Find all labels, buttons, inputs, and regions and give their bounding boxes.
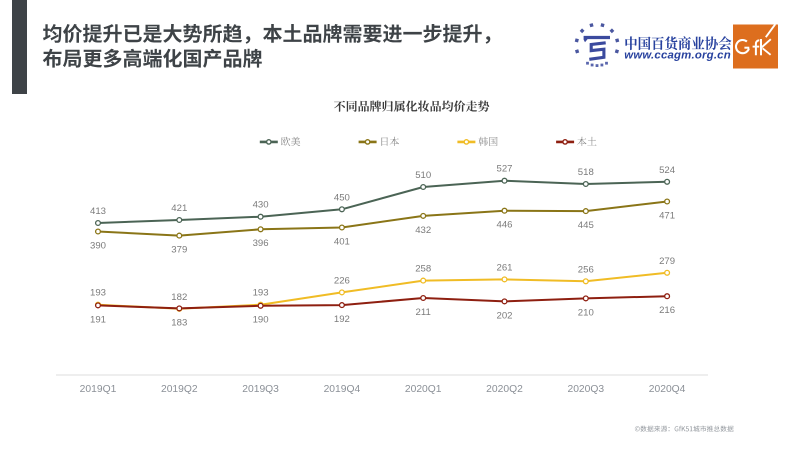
- svg-text:191: 191: [90, 314, 106, 325]
- svg-text:413: 413: [90, 206, 106, 217]
- svg-text:524: 524: [659, 165, 676, 176]
- svg-text:183: 183: [171, 317, 187, 328]
- svg-text:471: 471: [659, 210, 675, 221]
- svg-text:396: 396: [253, 238, 269, 249]
- svg-text:527: 527: [496, 164, 512, 175]
- svg-text:2020Q4: 2020Q4: [649, 384, 686, 395]
- svg-text:379: 379: [171, 245, 187, 256]
- svg-text:430: 430: [253, 200, 269, 211]
- svg-text:210: 210: [578, 307, 594, 318]
- svg-text:216: 216: [659, 305, 675, 316]
- svg-text:226: 226: [334, 275, 350, 286]
- svg-text:432: 432: [415, 225, 431, 236]
- svg-text:261: 261: [496, 262, 512, 273]
- svg-text:190: 190: [253, 315, 269, 326]
- svg-text:192: 192: [334, 314, 350, 325]
- svg-text:401: 401: [334, 236, 350, 247]
- svg-text:510: 510: [415, 170, 431, 181]
- svg-text:211: 211: [416, 307, 431, 318]
- svg-text:445: 445: [578, 220, 594, 231]
- svg-text:202: 202: [496, 310, 512, 321]
- svg-text:2019Q2: 2019Q2: [161, 384, 198, 395]
- svg-text:2020Q2: 2020Q2: [486, 384, 523, 395]
- svg-text:193: 193: [253, 288, 269, 299]
- svg-text:256: 256: [578, 264, 594, 275]
- svg-text:193: 193: [90, 288, 106, 299]
- svg-text:2020Q1: 2020Q1: [405, 384, 442, 395]
- svg-text:279: 279: [659, 256, 675, 267]
- svg-text:182: 182: [171, 292, 187, 303]
- svg-text:450: 450: [334, 192, 350, 203]
- svg-text:2019Q4: 2019Q4: [324, 384, 361, 395]
- svg-text:258: 258: [415, 264, 431, 275]
- svg-text:2020Q3: 2020Q3: [567, 384, 604, 395]
- svg-text:390: 390: [90, 240, 106, 251]
- svg-text:2019Q1: 2019Q1: [80, 384, 117, 395]
- svg-text:2019Q3: 2019Q3: [242, 384, 279, 395]
- svg-text:446: 446: [496, 220, 512, 231]
- svg-text:421: 421: [171, 203, 187, 214]
- svg-text:www.ccagm.org.cn: www.ccagm.org.cn: [624, 49, 731, 61]
- svg-text:518: 518: [578, 167, 594, 178]
